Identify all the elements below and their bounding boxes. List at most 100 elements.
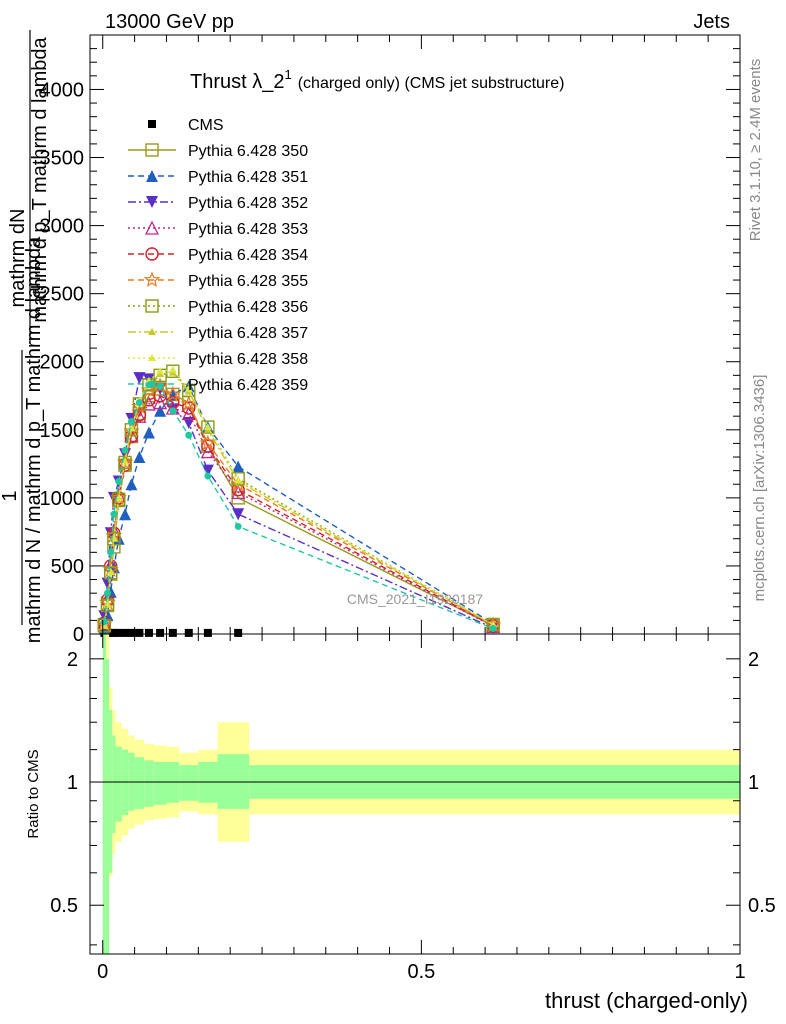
legend-entry: Pythia 6.428 359 [128, 377, 308, 394]
legend-marker [148, 354, 156, 361]
data-point [104, 589, 112, 597]
ratio-panel: 0.5 0.5 1 1 2 2 0 0.5 1 [50, 633, 776, 983]
legend-marker [148, 328, 156, 335]
legend-entry: CMS [148, 117, 224, 134]
data-point [140, 381, 158, 398]
series-cms [100, 628, 243, 637]
chart-title-main: Thrust λ_2 [190, 71, 284, 93]
legend-entry: Pythia 6.428 352 [128, 195, 308, 212]
watermark: CMS_2021_I1920187 [347, 591, 483, 607]
ratio-band-inner [102, 634, 106, 954]
main-ytick-label: 500 [51, 556, 84, 578]
legend-label: Pythia 6.428 353 [188, 221, 308, 238]
legend-entry: Pythia 6.428 350 [128, 143, 308, 160]
data-point [121, 446, 129, 454]
data-point [127, 418, 135, 426]
legend-entry: Pythia 6.428 358 [128, 351, 308, 368]
legend-marker [148, 380, 156, 388]
data-point [169, 407, 177, 415]
legend-entry: Pythia 6.428 357 [128, 325, 308, 342]
data-point [489, 625, 497, 633]
data-point [154, 404, 167, 417]
ratio-band-inner [179, 765, 199, 801]
ratio-ytick-label-right: 1 [748, 772, 759, 794]
legend-marker [144, 220, 160, 235]
data-point [135, 628, 144, 637]
data-point [168, 365, 177, 373]
ratio-ytick-label-right: 2 [748, 649, 759, 671]
data-point [182, 401, 196, 415]
side-text-rivet: Rivet 3.1.10, ≥ 2.4M events [747, 59, 764, 242]
side-text-mcplots: mcplots.cern.ch [arXiv:1306.3436] [751, 375, 768, 602]
data-point [204, 472, 212, 480]
data-point [168, 628, 177, 637]
legend-label: Pythia 6.428 354 [188, 247, 308, 264]
data-point [232, 460, 245, 473]
main-ytick-label: 0 [73, 624, 84, 646]
ratio-ytick-label-right: 0.5 [748, 895, 776, 917]
data-point [153, 395, 168, 410]
y-label-main-lambda: mathrm d p_T mathrm d lambda [29, 36, 51, 322]
x-tick-label: 1 [734, 961, 745, 983]
data-point [184, 384, 193, 392]
data-point [109, 628, 118, 637]
data-point [203, 628, 212, 637]
main-ytick-label: 4000 [40, 79, 85, 101]
legend-marker [148, 120, 156, 128]
ratio-ytick-label: 0.5 [50, 895, 78, 917]
legend-entry: Pythia 6.428 354 [128, 247, 308, 264]
ratio-ytick-label: 2 [67, 649, 78, 671]
legend-marker [143, 271, 161, 288]
data-point [182, 383, 196, 398]
data-point [115, 478, 123, 486]
data-point [135, 399, 143, 407]
legend-label: Pythia 6.428 350 [188, 143, 308, 160]
legend-entry: Pythia 6.428 355 [128, 271, 308, 290]
data-point [234, 628, 243, 637]
ratio-ytick-label: 1 [67, 772, 78, 794]
series-359 [100, 381, 497, 633]
data-point [232, 508, 245, 521]
header-right: Jets [693, 11, 730, 33]
legend-label: Pythia 6.428 357 [188, 325, 308, 342]
data-point [201, 420, 215, 434]
y-label-main-bottom: mathrm d N / mathrm d p_T mathrm d lambd… [23, 236, 45, 643]
x-axis-label: thrust (charged-only) [545, 988, 748, 1013]
data-point [185, 431, 193, 439]
legend: CMS Pythia 6.428 350 Pythia 6.428 351 Pythi… [128, 117, 308, 394]
data-point [184, 628, 193, 637]
legend-marker [146, 170, 158, 182]
data-point [182, 416, 195, 429]
data-point [107, 548, 115, 556]
x-tick-label: 0.5 [407, 961, 435, 983]
legend-label: Pythia 6.428 351 [188, 169, 308, 186]
main-ytick-label: 3000 [40, 216, 85, 238]
ratio-band-inner [115, 746, 122, 822]
legend-label: Pythia 6.428 358 [188, 351, 308, 368]
data-point [142, 426, 155, 439]
legend-marker [145, 247, 159, 261]
ratio-band-inner [134, 757, 145, 809]
data-point [104, 566, 118, 580]
chart-title-sup: 1 [284, 67, 291, 82]
data-point [203, 423, 212, 431]
data-point [234, 522, 242, 530]
header-left: 13000 GeV pp [105, 11, 234, 33]
legend-marker [146, 196, 158, 208]
ratio-band-inner [144, 760, 154, 807]
data-point [133, 451, 146, 464]
data-point [133, 372, 146, 385]
data-point [111, 492, 126, 506]
x-tick-label: 0 [97, 961, 108, 983]
main-ytick-label: 1000 [40, 488, 85, 510]
data-point [132, 408, 147, 422]
data-point [121, 628, 130, 637]
data-point [156, 628, 165, 637]
data-point [201, 439, 215, 453]
ratio-band-inner [105, 658, 110, 954]
data-point [201, 464, 214, 477]
data-point [118, 455, 132, 470]
legend-label: Pythia 6.428 352 [188, 195, 308, 212]
legend-entry: Pythia 6.428 356 [128, 299, 308, 316]
data-point [164, 385, 182, 402]
